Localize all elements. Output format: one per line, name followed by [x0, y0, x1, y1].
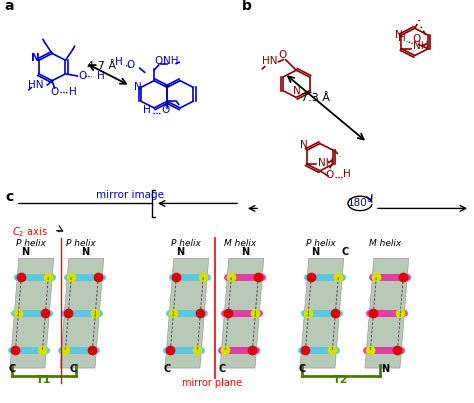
Text: P helix: P helix	[306, 239, 336, 248]
Text: N: N	[176, 247, 184, 257]
Text: M helix: M helix	[224, 239, 256, 248]
Polygon shape	[60, 258, 104, 368]
Polygon shape	[10, 258, 54, 368]
Text: P helix: P helix	[171, 239, 201, 248]
Text: P helix: P helix	[16, 239, 46, 248]
Text: N: N	[135, 83, 142, 93]
Text: mirror image: mirror image	[96, 191, 164, 200]
Text: 4.7 Å: 4.7 Å	[87, 61, 117, 71]
Text: 180°: 180°	[347, 198, 373, 208]
Text: C: C	[164, 364, 171, 374]
Text: O: O	[79, 71, 87, 81]
Text: C: C	[219, 364, 226, 374]
Text: mirror plane: mirror plane	[182, 378, 242, 388]
Text: N: N	[381, 364, 389, 374]
Text: C: C	[341, 247, 348, 257]
Polygon shape	[220, 258, 264, 368]
Text: H: H	[116, 57, 123, 67]
Text: a: a	[5, 0, 14, 13]
Text: H: H	[69, 87, 76, 97]
Text: O: O	[50, 87, 59, 97]
Text: N: N	[82, 247, 90, 257]
Text: P helix: P helix	[65, 239, 95, 248]
Text: O: O	[412, 34, 420, 44]
Text: HN: HN	[28, 80, 43, 90]
Text: O: O	[127, 60, 135, 70]
Text: NH: NH	[319, 158, 334, 168]
Text: T1: T1	[36, 375, 52, 385]
Text: 7.3 Å: 7.3 Å	[301, 93, 330, 103]
Text: C: C	[70, 364, 77, 374]
Text: N: N	[241, 247, 250, 257]
Text: H: H	[343, 169, 351, 179]
Text: O: O	[155, 56, 163, 66]
Polygon shape	[365, 258, 409, 368]
Text: M helix: M helix	[369, 239, 401, 248]
Text: O: O	[278, 50, 286, 60]
Text: C: C	[298, 364, 306, 374]
Text: $C_2$ axis: $C_2$ axis	[12, 225, 48, 239]
Text: c: c	[5, 191, 13, 204]
Text: C: C	[9, 364, 16, 374]
Text: H: H	[98, 71, 105, 81]
Text: b: b	[242, 0, 252, 13]
Polygon shape	[300, 258, 344, 368]
Text: H: H	[398, 33, 406, 44]
Text: T2: T2	[333, 375, 348, 385]
Text: NH: NH	[163, 56, 178, 66]
Text: N: N	[21, 247, 29, 257]
Text: N: N	[292, 86, 301, 96]
Text: N: N	[31, 53, 40, 63]
Text: O: O	[161, 105, 169, 114]
Text: N: N	[311, 247, 319, 257]
Text: O: O	[325, 170, 334, 180]
Text: N: N	[301, 140, 308, 150]
Text: HN: HN	[263, 56, 278, 66]
Polygon shape	[165, 258, 209, 368]
Text: N: N	[395, 30, 403, 40]
Text: NH: NH	[413, 41, 429, 51]
Text: H: H	[143, 105, 151, 114]
